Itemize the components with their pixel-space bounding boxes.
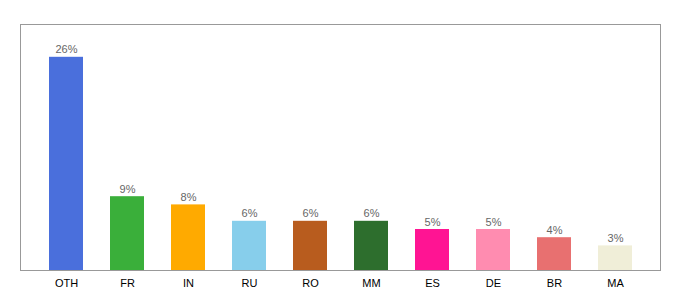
- svg-text:9%: 9%: [120, 183, 136, 195]
- svg-text:5%: 5%: [425, 216, 441, 228]
- svg-text:RU: RU: [242, 277, 258, 289]
- svg-text:ES: ES: [425, 277, 440, 289]
- svg-text:DE: DE: [486, 277, 501, 289]
- svg-text:RO: RO: [302, 277, 319, 289]
- svg-text:8%: 8%: [181, 191, 197, 203]
- svg-text:6%: 6%: [364, 207, 380, 219]
- svg-text:26%: 26%: [55, 43, 77, 55]
- svg-text:5%: 5%: [486, 216, 502, 228]
- svg-text:OTH: OTH: [55, 277, 78, 289]
- svg-text:3%: 3%: [608, 232, 624, 244]
- svg-text:MM: MM: [362, 277, 380, 289]
- svg-text:6%: 6%: [303, 207, 319, 219]
- svg-text:6%: 6%: [242, 207, 258, 219]
- svg-text:IN: IN: [183, 277, 194, 289]
- svg-text:MA: MA: [607, 277, 624, 289]
- svg-text:FR: FR: [120, 277, 135, 289]
- svg-text:4%: 4%: [547, 224, 563, 236]
- svg-text:BR: BR: [547, 277, 562, 289]
